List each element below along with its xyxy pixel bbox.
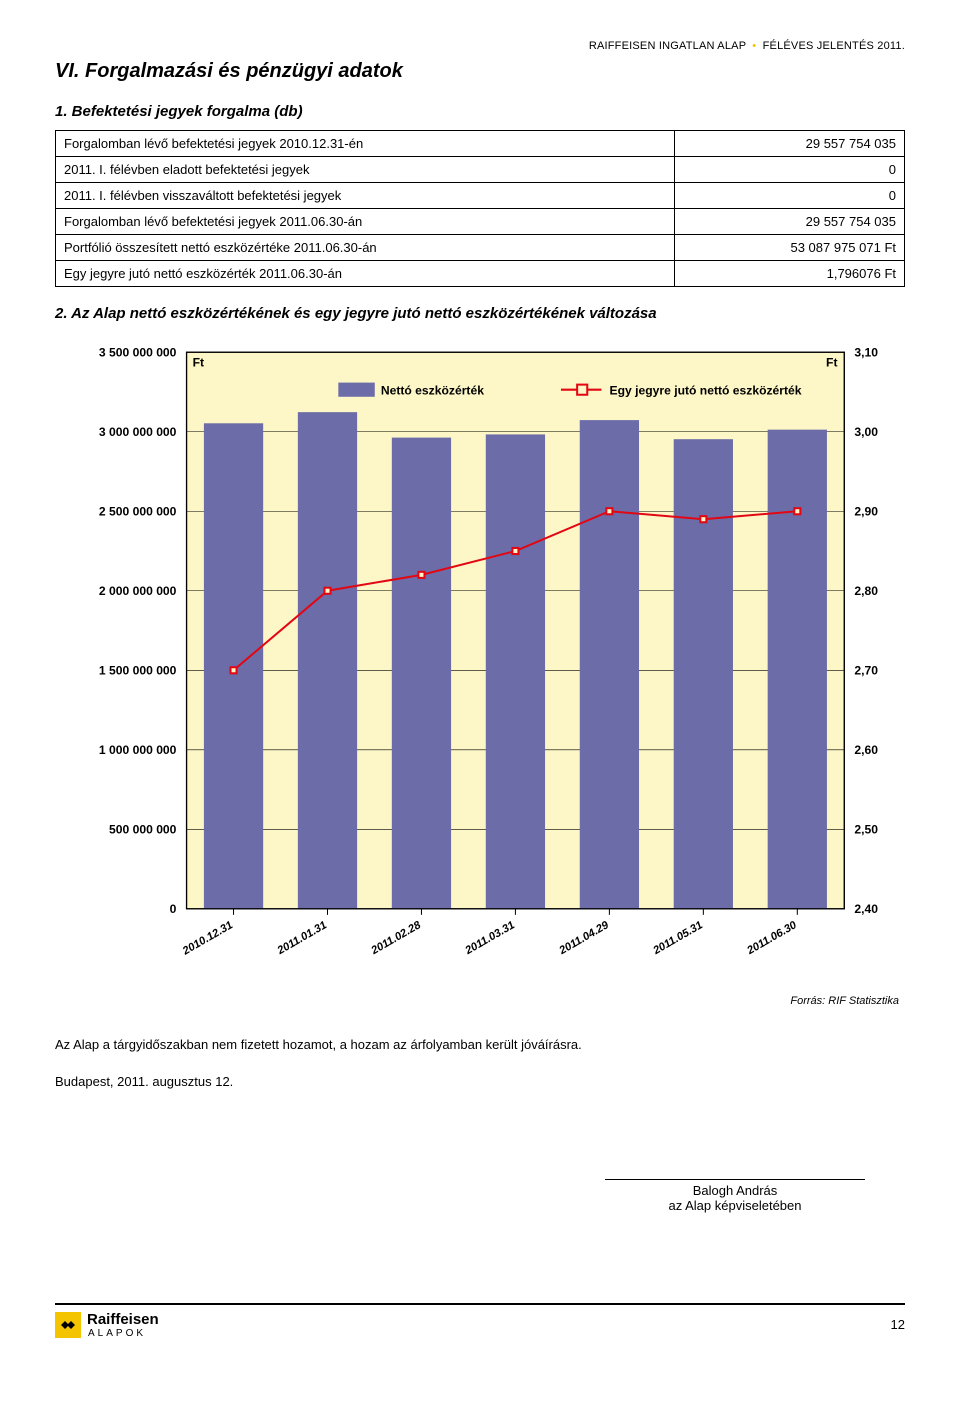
page-footer: Raiffeisen ALAPOK 12 (55, 1303, 905, 1339)
brand-name: Raiffeisen (87, 1311, 159, 1328)
page-header: RAIFFEISEN INGATLAN ALAP • FÉLÉVES JELEN… (55, 40, 905, 52)
svg-text:3,10: 3,10 (854, 345, 878, 359)
table-cell-label: Portfólió összesített nettó eszközértéke… (56, 235, 675, 261)
table-cell-label: Forgalomban lévő befektetési jegyek 2011… (56, 209, 675, 235)
table-row: Egy jegyre jutó nettó eszközérték 2011.0… (56, 261, 905, 287)
svg-text:2,40: 2,40 (854, 902, 878, 916)
svg-text:2,60: 2,60 (854, 743, 878, 757)
note-text: Az Alap a tárgyidőszakban nem fizetett h… (55, 1037, 905, 1052)
signature-block: Balogh András az Alap képviseletében (605, 1179, 865, 1213)
svg-text:2011.06.30: 2011.06.30 (744, 919, 799, 958)
financial-table: Forgalomban lévő befektetési jegyek 2010… (55, 130, 905, 287)
subsection-2-title: 2. Az Alap nettó eszközértékének és egy … (55, 305, 905, 322)
signatory-name: Balogh András (605, 1183, 865, 1198)
date-place: Budapest, 2011. augusztus 12. (55, 1074, 905, 1089)
svg-text:3,00: 3,00 (854, 425, 878, 439)
svg-text:1 000 000 000: 1 000 000 000 (99, 743, 177, 757)
svg-text:2,50: 2,50 (854, 822, 878, 836)
table-row: Forgalomban lévő befektetési jegyek 2011… (56, 209, 905, 235)
table-cell-value: 0 (674, 183, 904, 209)
table-cell-label: 2011. I. félévben visszaváltott befektet… (56, 183, 675, 209)
table-row: 2011. I. félévben visszaváltott befektet… (56, 183, 905, 209)
table-cell-value: 1,796076 Ft (674, 261, 904, 287)
table-row: 2011. I. félévben eladott befektetési je… (56, 157, 905, 183)
chart-svg: 0 2,40 500 000 000 2,50 1 000 000 000 2,60 1 5… (55, 332, 905, 980)
subsection-1-title: 1. Befektetési jegyek forgalma (db) (55, 103, 905, 120)
bullet-icon: • (752, 40, 756, 52)
svg-text:2,80: 2,80 (854, 584, 878, 598)
section-title: VI. Forgalmazási és pénzügyi adatok (55, 60, 905, 83)
table-cell-value: 29 557 754 035 (674, 131, 904, 157)
svg-text:2 000 000 000: 2 000 000 000 (99, 584, 177, 598)
svg-text:2011.01.31: 2011.01.31 (275, 919, 329, 957)
svg-text:Ft: Ft (193, 355, 204, 369)
svg-text:2011.02.28: 2011.02.28 (369, 919, 424, 958)
header-right: FÉLÉVES JELENTÉS 2011. (763, 40, 905, 52)
table-row: Forgalomban lévő befektetési jegyek 2010… (56, 131, 905, 157)
table-cell-label: Egy jegyre jutó nettó eszközérték 2011.0… (56, 261, 675, 287)
brand-sub: ALAPOK (88, 1328, 159, 1339)
svg-text:2011.03.31: 2011.03.31 (463, 919, 517, 957)
svg-text:2,70: 2,70 (854, 663, 878, 677)
table-cell-value: 0 (674, 157, 904, 183)
svg-text:Egy jegyre jutó nettó eszközér: Egy jegyre jutó nettó eszközérték (610, 384, 802, 398)
svg-text:2010.12.31: 2010.12.31 (180, 919, 235, 958)
signature-line (605, 1179, 865, 1180)
table-cell-label: 2011. I. félévben eladott befektetési je… (56, 157, 675, 183)
table-cell-label: Forgalomban lévő befektetési jegyek 2010… (56, 131, 675, 157)
header-left: RAIFFEISEN INGATLAN ALAP (589, 40, 746, 52)
svg-text:3 000 000 000: 3 000 000 000 (99, 425, 177, 439)
logo-icon (55, 1312, 81, 1338)
svg-text:2,90: 2,90 (854, 504, 878, 518)
svg-text:Nettó eszközérték: Nettó eszközérték (381, 384, 484, 398)
svg-text:2 500 000 000: 2 500 000 000 (99, 504, 177, 518)
svg-text:Ft: Ft (826, 355, 837, 369)
svg-text:2011.04.29: 2011.04.29 (557, 919, 612, 958)
svg-text:1 500 000 000: 1 500 000 000 (99, 663, 177, 677)
brand-logo: Raiffeisen ALAPOK (55, 1311, 159, 1339)
chart-source: Forrás: RIF Statisztika (55, 995, 899, 1007)
signatory-role: az Alap képviseletében (605, 1198, 865, 1213)
svg-text:0: 0 (170, 902, 177, 916)
nav-chart: 0 2,40 500 000 000 2,50 1 000 000 000 2,60 1 5… (55, 332, 905, 985)
svg-text:500 000 000: 500 000 000 (109, 822, 177, 836)
svg-text:2011.05.31: 2011.05.31 (650, 919, 704, 957)
table-cell-value: 29 557 754 035 (674, 209, 904, 235)
svg-text:3 500 000 000: 3 500 000 000 (99, 345, 177, 359)
table-cell-value: 53 087 975 071 Ft (674, 235, 904, 261)
table-row: Portfólió összesített nettó eszközértéke… (56, 235, 905, 261)
page-number: 12 (891, 1317, 905, 1332)
